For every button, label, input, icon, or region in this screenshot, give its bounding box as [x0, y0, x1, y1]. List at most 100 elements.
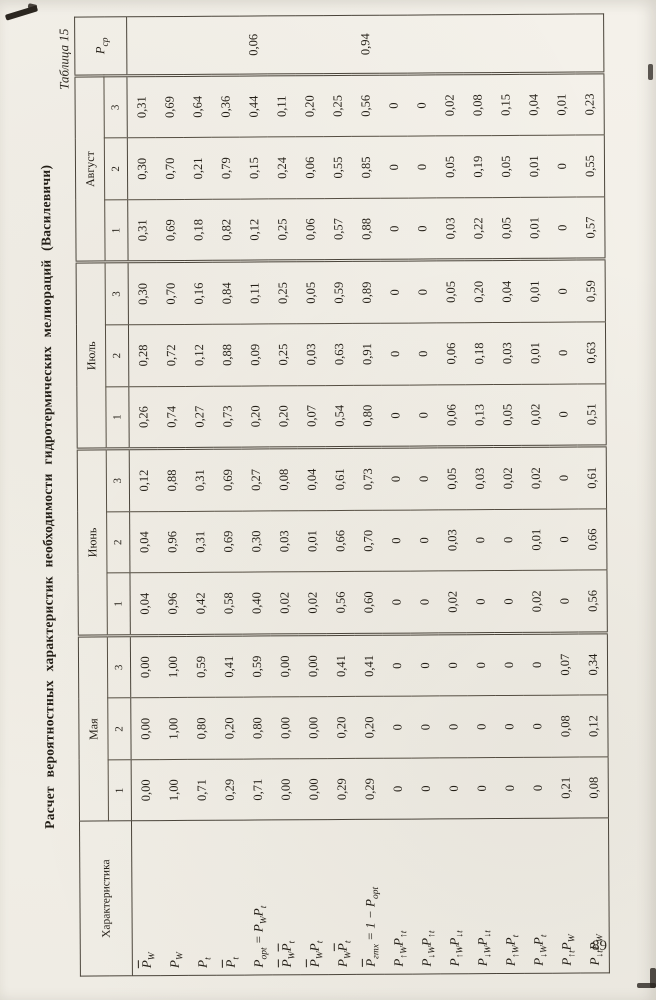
value-cell: 0,21: [183, 137, 213, 200]
pcp-cell: [295, 15, 324, 75]
corner-header: Характеристика: [79, 821, 133, 977]
decade-header: 2: [107, 698, 132, 760]
value-cell: 0,03: [465, 446, 495, 510]
value-cell: 1,00: [159, 697, 188, 760]
value-cell: 0: [494, 633, 524, 696]
value-cell: 0,03: [436, 197, 465, 261]
value-cell: 1,00: [159, 759, 188, 822]
value-cell: 0: [467, 695, 496, 758]
month-header: Август: [74, 75, 106, 263]
value-cell: 0: [379, 73, 408, 137]
value-cell: 0,29: [327, 758, 356, 821]
value-cell: 0,30: [127, 137, 157, 200]
formula-cell: Pгтх = 1 − Popt: [355, 819, 385, 975]
document-title: Расчет вероятностных характеристик необх…: [37, 164, 58, 829]
value-cell: 0: [410, 633, 440, 697]
value-cell: 0,61: [325, 447, 355, 511]
value-cell: 0,06: [295, 136, 325, 199]
value-cell: 0: [439, 757, 468, 820]
value-cell: 0,55: [575, 135, 605, 197]
value-cell: 0,08: [269, 447, 299, 511]
formula-cell: PW: [131, 821, 161, 976]
value-cell: 0,36: [211, 74, 240, 138]
value-cell: 0,02: [438, 570, 467, 634]
value-cell: 0,96: [158, 511, 187, 573]
value-cell: 0,03: [270, 510, 299, 573]
scan-artifact-bottom-right: [637, 983, 656, 988]
value-cell: 0: [408, 260, 437, 324]
value-cell: 0,20: [241, 385, 270, 449]
value-cell: 0,69: [213, 448, 243, 511]
value-cell: 0,12: [129, 448, 159, 512]
value-cell: 0,00: [271, 758, 300, 821]
value-cell: 0,56: [351, 73, 380, 137]
value-cell: 0,04: [492, 259, 521, 323]
value-cell: 0,19: [463, 135, 493, 198]
pcp-cell: [435, 14, 464, 74]
value-cell: 0,07: [297, 385, 326, 448]
value-cell: 0,31: [127, 199, 157, 263]
value-cell: 0: [466, 570, 495, 634]
decade-header: 2: [105, 324, 129, 387]
decade-header: 1: [108, 759, 132, 822]
value-cell: 0: [381, 447, 411, 510]
pcp-cell: [211, 16, 240, 76]
value-cell: 0,29: [215, 759, 244, 821]
value-cell: 0,23: [575, 72, 605, 136]
value-cell: 0,63: [576, 321, 606, 384]
value-cell: 0,28: [128, 324, 158, 387]
month-header: Июль: [76, 262, 107, 450]
formula-cell: PWPt: [271, 820, 301, 975]
value-cell: 0: [411, 757, 440, 820]
value-cell: 0: [547, 135, 577, 198]
value-cell: 0,20: [327, 696, 356, 759]
value-cell: 0,01: [519, 135, 549, 198]
value-cell: 0,27: [185, 385, 214, 449]
value-cell: 0,08: [579, 756, 609, 819]
pcp-cell: 0,94: [351, 15, 380, 75]
value-cell: 0,20: [215, 697, 244, 760]
pcp-cell: [463, 14, 492, 74]
value-cell: 0,01: [547, 72, 576, 136]
value-cell: 0,41: [214, 634, 244, 698]
value-cell: 0,29: [355, 758, 384, 820]
value-cell: 0,08: [551, 695, 580, 758]
value-cell: 0,80: [243, 697, 272, 760]
value-cell: 0: [383, 696, 412, 759]
value-cell: 0,55: [323, 136, 353, 199]
formula-cell: P↑WP↑t: [383, 819, 413, 975]
value-cell: 0,59: [324, 260, 353, 324]
decade-header: 1: [105, 386, 130, 450]
value-cell: 0,01: [520, 322, 550, 384]
pcp-cell: [575, 13, 604, 73]
value-cell: 0,31: [186, 510, 215, 573]
formula-cell: Popt = PWPt: [243, 820, 273, 976]
value-cell: 0,00: [130, 697, 160, 760]
formula-cell: PW: [159, 820, 189, 976]
value-cell: 0,54: [325, 384, 354, 448]
value-cell: 0: [495, 695, 524, 758]
value-cell: 0: [548, 196, 577, 260]
decade-header: 1: [106, 573, 131, 636]
value-cell: 0,31: [126, 75, 156, 139]
value-cell: 0: [467, 757, 496, 820]
pcp-cell: [183, 16, 212, 76]
value-cell: 0,82: [212, 198, 241, 262]
value-cell: 0,71: [243, 758, 272, 821]
value-cell: 0,56: [326, 571, 355, 635]
value-cell: 0: [380, 260, 409, 324]
value-cell: 0: [523, 695, 552, 758]
value-cell: 0,00: [299, 696, 328, 759]
value-cell: 0,22: [464, 197, 493, 261]
value-cell: 0: [382, 571, 411, 635]
value-cell: 0,59: [576, 259, 606, 323]
value-cell: 0,59: [186, 635, 216, 698]
value-cell: 0: [522, 633, 552, 696]
value-cell: 0,60: [354, 571, 383, 635]
value-cell: 0,20: [295, 74, 324, 138]
value-cell: 0,01: [520, 197, 549, 260]
table-row: P↓tPW 0,08 0,12 0,34 0,56 0,66 0,61 0,51 0,63 0,5…: [575, 13, 610, 974]
value-cell: 0,02: [521, 446, 551, 510]
